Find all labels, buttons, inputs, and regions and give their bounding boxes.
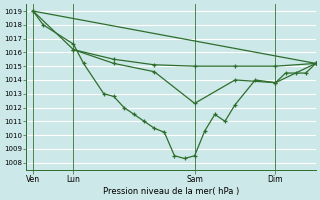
X-axis label: Pression niveau de la mer( hPa ): Pression niveau de la mer( hPa ) <box>103 187 239 196</box>
